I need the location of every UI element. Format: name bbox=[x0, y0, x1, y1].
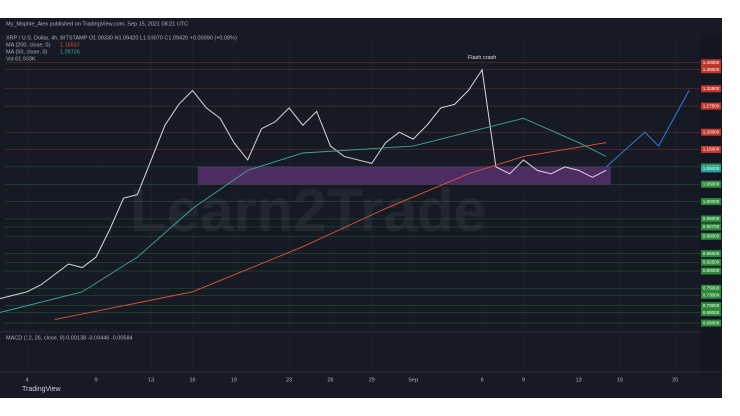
plot: 4 9 13 16 19 23 26 29 Sep 6 9 13 16 20 1.40000 1.38000 1… bbox=[0, 35, 721, 383]
x-tick-label: 23 bbox=[286, 377, 292, 383]
y-tick-label: 0.82500 bbox=[703, 260, 720, 265]
y-tick-label: 1.27500 bbox=[703, 103, 720, 108]
x-tick-label: 4 bbox=[26, 377, 29, 383]
level-badge bbox=[701, 146, 721, 154]
level-badge bbox=[701, 302, 721, 310]
chart-background bbox=[0, 18, 722, 398]
legend-entry: MA (200, close, 0) bbox=[6, 42, 50, 48]
x-tick-label: 13 bbox=[576, 377, 582, 383]
x-tick-label: 9 bbox=[522, 377, 525, 383]
y-tick-label: 1.32500 bbox=[703, 86, 720, 91]
watermark: Learn2Trade bbox=[130, 177, 487, 244]
y-tick-label: 0.68000 bbox=[703, 310, 720, 315]
price-line bbox=[0, 68, 607, 300]
y-tick-label: 0.90000 bbox=[703, 234, 720, 239]
symbol-info: XRP / U.S. Dollar, 4h, BITSTAMP O1.09330… bbox=[6, 35, 237, 41]
publisher: My_Mophie_Alex published on TradingView.… bbox=[6, 21, 188, 27]
level-badge bbox=[701, 267, 721, 275]
y-tick-label: 1.05000 bbox=[703, 181, 720, 186]
level-badge bbox=[701, 198, 721, 206]
x-tick-label: Sep bbox=[408, 377, 418, 383]
y-tick-label: 0.92700 bbox=[703, 224, 720, 229]
level-badge bbox=[701, 291, 721, 299]
level-badge bbox=[701, 180, 721, 188]
x-tick-label: 13 bbox=[148, 377, 154, 383]
level-badge bbox=[701, 258, 721, 266]
x-tick-label: 26 bbox=[327, 377, 333, 383]
level-badge bbox=[701, 102, 721, 110]
legend-entry: MA (50, close, 0) bbox=[6, 49, 47, 55]
x-tick-label: 9 bbox=[94, 377, 97, 383]
level-badge bbox=[701, 284, 721, 292]
level-badge bbox=[701, 319, 721, 327]
x-tick-label: 20 bbox=[672, 377, 678, 383]
level-badge bbox=[701, 250, 721, 258]
legend-value: 1.09726 bbox=[60, 49, 80, 55]
annotation: Flash crash bbox=[468, 55, 496, 61]
x-tick-label: 29 bbox=[369, 377, 375, 383]
level-badge bbox=[701, 128, 721, 136]
level-badge bbox=[701, 59, 721, 67]
y-tick-label: 0.80000 bbox=[703, 268, 720, 273]
y-tick-label: 0.65000 bbox=[703, 320, 720, 325]
x-tick-label: 16 bbox=[189, 377, 195, 383]
level-badge bbox=[701, 223, 721, 231]
y-tick-label: 0.75000 bbox=[703, 286, 720, 291]
projection-path bbox=[605, 90, 690, 168]
y-tick-label: 1.00000 bbox=[703, 199, 720, 204]
moving-average bbox=[54, 142, 607, 321]
y-tick-label: 1.15000 bbox=[703, 147, 720, 152]
level-badge bbox=[701, 85, 721, 93]
last-price-badge bbox=[701, 165, 721, 173]
level-badge bbox=[701, 66, 721, 74]
y-tick-label: 0.70000 bbox=[703, 303, 720, 308]
y-tick-label: 1.40000 bbox=[703, 60, 720, 65]
level-badge bbox=[701, 309, 721, 317]
y-tick-label: 0.73000 bbox=[703, 293, 720, 298]
last-price-label: 1.09420 bbox=[703, 166, 720, 171]
moving-average bbox=[0, 117, 607, 313]
macd-legend: MACD (12, 26, close, 9) 0.00138 -0.00446… bbox=[6, 335, 133, 341]
x-tick-label: 16 bbox=[617, 377, 623, 383]
y-tick-label: 0.85000 bbox=[703, 251, 720, 256]
y-tick-label: 0.95000 bbox=[703, 216, 720, 221]
volume-legend: Vol 61.933K bbox=[6, 56, 36, 62]
support-zone bbox=[197, 166, 611, 185]
level-badge bbox=[701, 215, 721, 223]
y-tick-label: 1.38000 bbox=[703, 67, 720, 72]
x-tick-label: 19 bbox=[231, 377, 237, 383]
legend-value: 1.15537 bbox=[60, 42, 80, 48]
level-badge bbox=[701, 232, 721, 240]
x-tick-label: 6 bbox=[481, 377, 484, 383]
y-tick-label: 1.20000 bbox=[703, 129, 720, 134]
brand: TradingView bbox=[22, 386, 61, 393]
